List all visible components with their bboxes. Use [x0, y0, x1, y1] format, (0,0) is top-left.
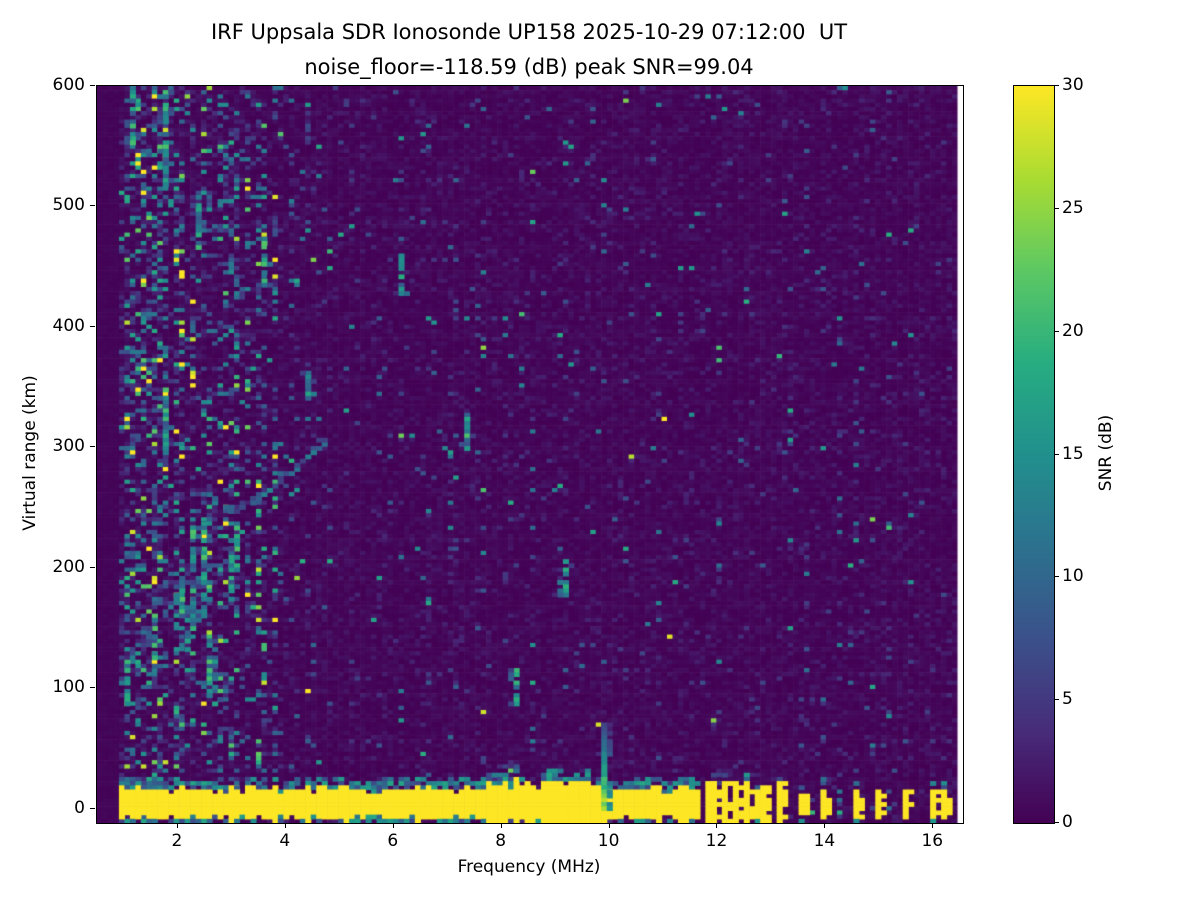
colorbar-tick-label: 25: [1062, 197, 1084, 218]
y-tick-label: 500: [52, 195, 85, 216]
plot-area: [96, 85, 964, 824]
y-tick-label: 200: [52, 556, 85, 577]
x-tick-label: 12: [705, 831, 728, 851]
x-tick-label: 16: [921, 831, 944, 851]
x-axis-label: Frequency (MHz): [457, 857, 601, 877]
y-tick-mark: [90, 687, 95, 689]
y-tick-label: 300: [52, 436, 85, 457]
y-tick-mark: [90, 807, 95, 809]
x-tick-label: 10: [597, 831, 620, 851]
y-tick-mark: [90, 566, 95, 568]
x-tick-label: 14: [813, 831, 836, 851]
chart-subtitle: noise_floor=-118.59 (dB) peak SNR=99.04: [304, 55, 754, 79]
colorbar-label: SNR (dB): [1096, 414, 1116, 492]
x-tick-label: 4: [279, 831, 291, 851]
y-tick-label: 0: [74, 797, 85, 818]
chart-title: IRF Uppsala SDR Ionosonde UP158 2025-10-…: [210, 20, 848, 44]
colorbar: [1013, 85, 1055, 824]
y-axis-label: Virtual range (km): [20, 375, 40, 531]
x-tick-label: 2: [171, 831, 183, 851]
colorbar-gradient: [1014, 86, 1054, 823]
colorbar-tick-label: 0: [1062, 812, 1073, 832]
colorbar-tick-label: 30: [1062, 75, 1084, 95]
x-tick-label: 6: [387, 831, 399, 851]
x-tick-label: 8: [495, 831, 507, 851]
ionogram-heatmap: [97, 86, 963, 823]
y-tick-mark: [90, 446, 95, 448]
colorbar-tick-label: 20: [1062, 320, 1084, 341]
y-tick-label: 400: [52, 315, 85, 336]
y-tick-mark: [90, 325, 95, 327]
y-tick-label: 100: [52, 677, 85, 698]
colorbar-tick-label: 15: [1062, 443, 1084, 464]
colorbar-tick-label: 10: [1062, 566, 1084, 587]
y-tick-mark: [90, 85, 95, 86]
colorbar-tick-label: 5: [1062, 689, 1073, 710]
y-tick-label: 600: [52, 75, 85, 95]
y-tick-mark: [90, 205, 95, 207]
